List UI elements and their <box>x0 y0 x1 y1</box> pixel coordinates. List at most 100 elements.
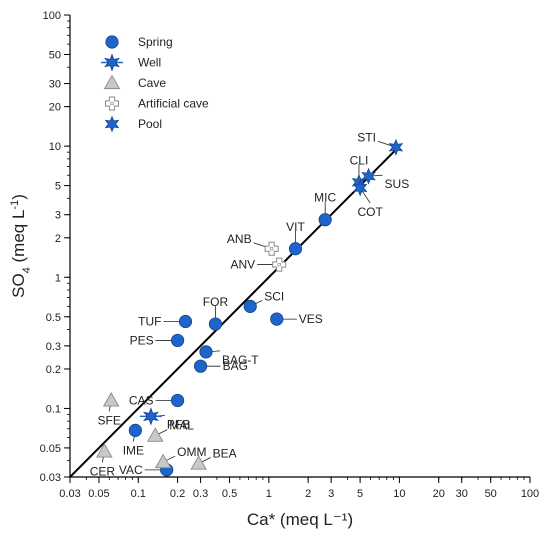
point-label-mic: MIC <box>314 191 336 205</box>
y-axis-title-part: -1 <box>9 200 21 210</box>
legend-marker-cave <box>103 74 121 90</box>
point-bea <box>190 455 207 470</box>
legend-label-well: Well <box>138 56 161 70</box>
y-tick-label: 0.3 <box>46 341 61 353</box>
y-tick-label: 100 <box>43 10 61 22</box>
x-tick-label: 0.03 <box>59 488 80 500</box>
point-label-omm: OMM <box>177 445 206 459</box>
point-label-anv: ANV <box>231 258 256 272</box>
y-tick-label: 1 <box>55 272 61 284</box>
point-ves <box>270 312 284 326</box>
legend-marker-well <box>101 53 123 72</box>
data-points-layer <box>96 138 404 477</box>
point-label-cot: COT <box>357 205 383 219</box>
point-label-cli: CLI <box>350 153 369 167</box>
y-axis-title-part: ) <box>9 194 28 200</box>
x-tick-label: 50 <box>485 488 497 500</box>
x-tick-label: 0.5 <box>222 488 237 500</box>
point-sfe <box>102 392 120 407</box>
point-vit <box>288 242 303 256</box>
point-bag <box>193 359 208 373</box>
point-label-pes: PES <box>130 333 154 347</box>
point-cer <box>96 443 113 458</box>
y-tick-label: 20 <box>49 102 61 114</box>
legend-marker-pool <box>104 115 120 133</box>
y-tick-label: 5 <box>55 181 61 193</box>
point-label-tuf: TUF <box>138 315 161 329</box>
point-cot <box>352 179 368 197</box>
point-label-bag: BAG <box>223 359 248 373</box>
legend-label-cave: Cave <box>138 76 166 90</box>
x-tick-label: 5 <box>357 488 363 500</box>
point-label-vit: VIT <box>286 220 305 234</box>
legend-label-artificial-cave: Artificial cave <box>138 97 209 111</box>
legend-marker-artificial-cave <box>105 96 119 111</box>
point-cas <box>170 393 185 408</box>
x-tick-label: 0.2 <box>170 488 185 500</box>
y-tick-label: 3 <box>55 210 61 222</box>
point-tuf <box>178 314 193 329</box>
point-bag-t <box>199 345 213 359</box>
legend-label-spring: Spring <box>138 35 173 49</box>
y-tick-label: 0.1 <box>46 403 61 415</box>
y-axis-title-part: 4 <box>21 267 33 273</box>
x-tick-label: 3 <box>328 488 334 500</box>
one-to-one-line <box>69 145 401 478</box>
legend-marker-spring <box>105 35 119 49</box>
point-label-ime: IME <box>123 443 144 457</box>
y-tick-label: 0.2 <box>46 364 61 376</box>
point-label-anb: ANB <box>227 232 252 246</box>
y-tick-label: 0.05 <box>40 443 61 455</box>
point-mal <box>147 427 164 442</box>
point-label-sci: SCI <box>264 289 284 303</box>
point-label-ves: VES <box>299 312 323 326</box>
point-sti <box>388 138 404 156</box>
x-tick-label: 0.1 <box>131 488 146 500</box>
point-label-mal: MAL <box>169 419 194 433</box>
point-ime <box>128 423 142 437</box>
point-label-vac: VAC <box>119 463 143 477</box>
point-mic <box>318 213 332 227</box>
point-for <box>208 317 223 331</box>
x-tick-label: 10 <box>393 488 405 500</box>
point-label-bea: BEA <box>213 447 237 461</box>
x-tick-label: 1 <box>266 488 272 500</box>
y-axis-title-part: SO <box>9 273 28 298</box>
y-tick-label: 30 <box>49 79 61 91</box>
y-axis-title-part: (meq L <box>9 210 28 268</box>
point-label-cas: CAS <box>129 393 154 407</box>
y-tick-label: 10 <box>49 141 61 153</box>
point-label-for: FOR <box>203 295 229 309</box>
point-sus <box>361 167 376 185</box>
point-omm <box>154 453 172 469</box>
point-pfb <box>139 407 162 426</box>
x-tick-label: 2 <box>305 488 311 500</box>
point-label-pfb: PFB <box>167 417 190 431</box>
legend-label-pool: Pool <box>138 117 162 131</box>
point-label-cer: CER <box>90 464 116 478</box>
axes-layer: 0.03 0.05 0.1 0.2 0.3 0.5 1 2 3 5 10 20 30 50 100 0.03 0… <box>9 10 539 529</box>
x-axis-title: Ca* (meq L⁻¹) <box>247 510 353 529</box>
x-tick-label: 20 <box>433 488 445 500</box>
point-sci <box>243 299 257 313</box>
y-tick-label: 0.5 <box>46 312 61 324</box>
point-label-bag-t: BAG-T <box>222 353 259 367</box>
point-anv <box>272 257 287 272</box>
y-tick-label: 2 <box>55 233 61 245</box>
y-tick-label: 0.03 <box>40 472 61 484</box>
x-tick-label: 0.05 <box>88 488 109 500</box>
y-axis-title: SO4 (meq L-1) <box>9 194 33 298</box>
point-label-sfe: SFE <box>97 413 120 427</box>
point-label-sus: SUS <box>385 177 410 191</box>
point-pes <box>170 333 185 348</box>
x-tick-label: 0.3 <box>193 488 208 500</box>
point-label-sti: STI <box>357 130 376 144</box>
point-anb <box>264 241 279 256</box>
legend: Spring Well Cave Artificial cave Pool <box>101 35 209 133</box>
reference-line-layer <box>69 145 401 478</box>
x-tick-label: 30 <box>456 488 468 500</box>
y-tick-label: 50 <box>49 49 61 61</box>
x-tick-label: 100 <box>521 488 539 500</box>
